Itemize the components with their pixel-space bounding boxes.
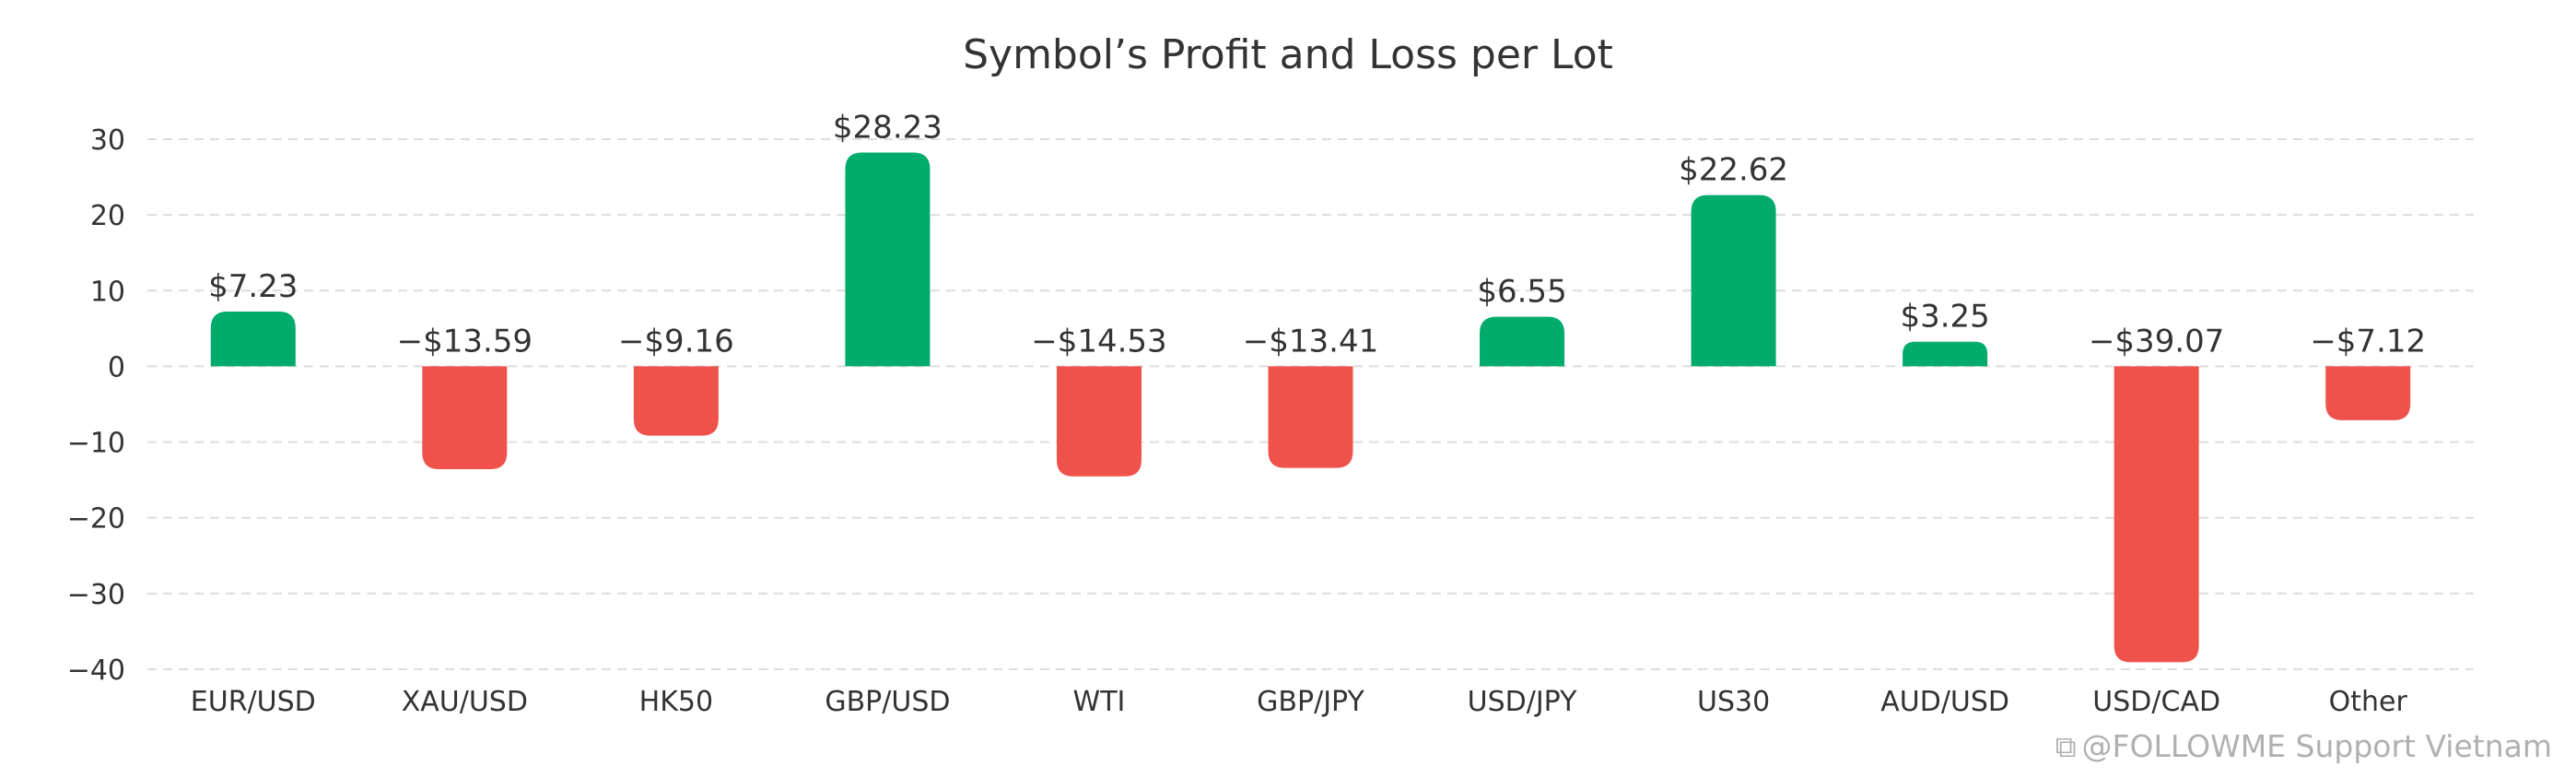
data-label: $22.62 bbox=[1679, 152, 1788, 189]
x-tick-label: US30 bbox=[1697, 686, 1770, 718]
followme-logo-icon: ⧉ bbox=[2055, 729, 2077, 764]
bar-xau-usd bbox=[422, 366, 508, 470]
data-label: −$13.59 bbox=[397, 323, 533, 360]
y-tick-label: −20 bbox=[67, 503, 125, 536]
y-tick-label: 10 bbox=[90, 276, 125, 308]
data-label: $3.25 bbox=[1900, 299, 1989, 336]
x-axis-ticks: EUR/USD XAU/USD HK50 GBP/USD WTI GBP/JPY USD/J… bbox=[191, 686, 2408, 718]
data-label: −$39.07 bbox=[2089, 323, 2224, 360]
watermark: ⧉ @FOLLOWME Support Vietnam bbox=[2055, 728, 2552, 765]
bar-gbp-usd bbox=[845, 152, 931, 367]
bar-usd-cad bbox=[2113, 366, 2199, 663]
x-tick-label: HK50 bbox=[639, 686, 713, 718]
data-label: $6.55 bbox=[1477, 274, 1566, 311]
data-label: $28.23 bbox=[833, 110, 943, 147]
x-tick-label: Other bbox=[2329, 686, 2408, 718]
chart-title: Symbol’s Profit and Loss per Lot bbox=[963, 31, 1613, 78]
data-labels: $7.23 −$13.59 −$9.16 $28.23 −$14.53 −$13.41 $6… bbox=[208, 110, 2426, 360]
bar-gbp-jpy bbox=[1268, 366, 1353, 468]
data-label: −$9.16 bbox=[618, 323, 734, 360]
data-label: −$14.53 bbox=[1031, 323, 1166, 360]
data-label: −$7.12 bbox=[2310, 323, 2426, 360]
x-tick-label: XAU/USD bbox=[402, 686, 528, 718]
bar-eur-usd bbox=[210, 312, 296, 367]
x-tick-label: USD/CAD bbox=[2092, 686, 2220, 718]
data-label: −$13.41 bbox=[1243, 323, 1378, 360]
bar-usd-jpy bbox=[1480, 316, 1565, 367]
bar-wti bbox=[1056, 366, 1142, 477]
y-tick-label: −30 bbox=[67, 579, 125, 611]
bar-hk50 bbox=[633, 366, 719, 436]
data-label: $7.23 bbox=[208, 268, 298, 305]
bar-us30 bbox=[1691, 194, 1776, 367]
bars bbox=[210, 152, 2411, 663]
x-tick-label: GBP/JPY bbox=[1257, 686, 1364, 718]
y-tick-label: 0 bbox=[108, 351, 125, 383]
x-tick-label: GBP/USD bbox=[825, 686, 950, 718]
y-tick-label: 30 bbox=[90, 124, 125, 157]
x-tick-label: EUR/USD bbox=[191, 686, 316, 718]
bar-other bbox=[2325, 366, 2411, 420]
x-tick-label: WTI bbox=[1073, 686, 1126, 718]
watermark-text: @FOLLOWME Support Vietnam bbox=[2081, 728, 2552, 764]
x-tick-label: USD/JPY bbox=[1468, 686, 1577, 718]
y-tick-label: −10 bbox=[67, 428, 125, 460]
y-tick-label: −40 bbox=[67, 654, 125, 687]
x-tick-label: AUD/USD bbox=[1880, 686, 2009, 718]
y-axis-ticks: 30 20 10 0 −10 −20 −30 −40 bbox=[67, 124, 125, 687]
bar-aud-usd bbox=[1903, 341, 1988, 367]
y-tick-label: 20 bbox=[90, 200, 125, 232]
